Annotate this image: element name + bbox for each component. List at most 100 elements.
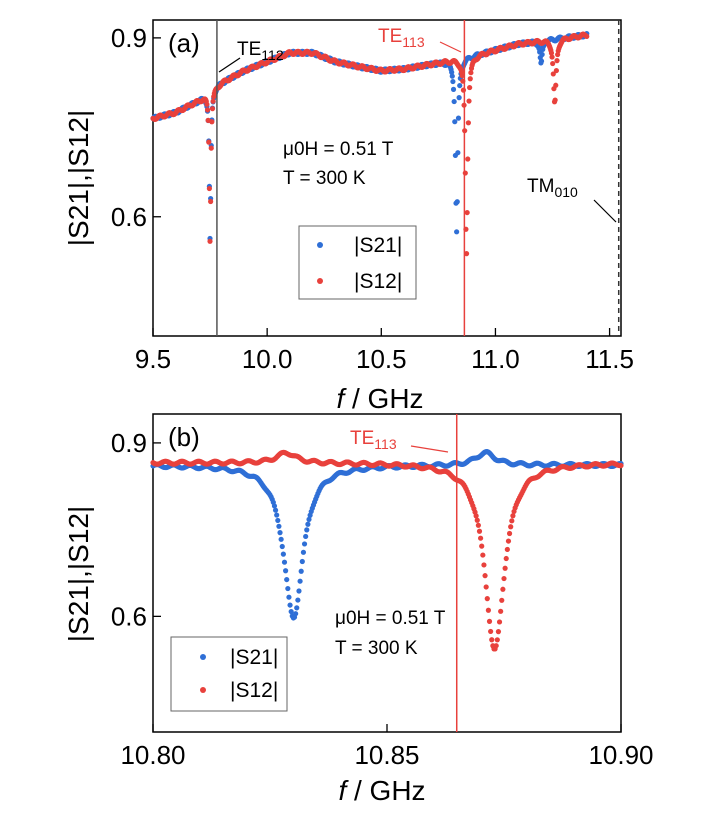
- data-point: [209, 106, 216, 112]
- data-point: [474, 517, 480, 523]
- te112-label: TE112: [237, 39, 284, 63]
- data-point: [210, 98, 216, 104]
- data-point: [505, 538, 512, 544]
- panel-b-legend-s12-label: |S12|: [230, 679, 278, 702]
- te113-leader-b: [410, 445, 449, 453]
- te113-leader-a: [439, 41, 462, 53]
- data-point: [285, 585, 291, 592]
- data-point: [207, 238, 213, 244]
- x-tick-label: 11.5: [585, 344, 634, 374]
- data-point: [208, 198, 214, 205]
- data-point: [275, 517, 281, 524]
- te112-leader: [218, 57, 241, 73]
- data-point: [549, 54, 555, 60]
- data-point: [204, 101, 210, 107]
- data-point: [206, 185, 212, 192]
- y-tick-label: 0.9: [111, 428, 147, 458]
- panel-a-legend-s21-marker: [317, 242, 323, 248]
- data-point: [483, 584, 489, 590]
- data-point: [449, 73, 455, 79]
- data-point: [503, 555, 509, 562]
- panel-b: 10.80 10.85 10.90 0.6 0.9 (b) TE113 μ0H = 0.…: [63, 413, 654, 806]
- y-tick-label: 0.6: [111, 202, 147, 232]
- data-point: [271, 503, 278, 509]
- data-point: [449, 69, 455, 75]
- data-point: [288, 608, 294, 615]
- panel-a-xlabel: f / GHz: [336, 383, 423, 414]
- data-point: [508, 524, 514, 530]
- data-point: [301, 541, 308, 547]
- panel-b-ticks: 10.80 10.85 10.90 0.6 0.9: [111, 428, 654, 770]
- x-tick-label: 9.5: [135, 344, 171, 374]
- data-point: [550, 60, 556, 67]
- panel-b-temp-annotation: T = 300 K: [335, 638, 418, 659]
- data-point: [493, 643, 499, 649]
- data-point: [306, 516, 312, 523]
- data-point: [475, 522, 481, 528]
- data-point: [297, 578, 303, 584]
- data-point: [488, 628, 494, 635]
- data-point: [463, 251, 470, 257]
- data-point: [554, 58, 560, 64]
- data-point: [538, 58, 545, 64]
- data-point: [305, 521, 311, 527]
- panel-a-ylabel: |S21|,|S12|: [63, 110, 94, 247]
- data-point: [272, 507, 279, 513]
- data-point: [465, 156, 471, 162]
- panel-b-data-points: [150, 449, 624, 652]
- data-point: [451, 98, 457, 105]
- panel-b-legend-s21-label: |S21|: [230, 646, 278, 669]
- y-tick-label: 0.6: [111, 601, 147, 631]
- data-point: [462, 170, 468, 176]
- panel-a-legend-s21-label: |S21|: [354, 234, 402, 257]
- x-tick-label: 10.85: [354, 740, 419, 770]
- panel-b-field-annotation: μ0H = 0.51 T: [335, 608, 446, 629]
- data-point: [481, 562, 487, 568]
- panel-b-legend: |S21| |S12|: [170, 636, 288, 712]
- panel-a-legend-s12-marker: [317, 278, 323, 284]
- panel-a-legend: |S21| |S12|: [298, 225, 417, 300]
- x-tick-label: 10.90: [588, 740, 653, 770]
- y-tick-label: 0.9: [111, 23, 147, 53]
- data-point: [208, 145, 214, 151]
- panel-b-label: (b): [168, 422, 200, 452]
- data-point: [552, 97, 558, 103]
- data-point: [467, 84, 473, 91]
- data-point: [479, 543, 485, 549]
- data-point: [287, 602, 293, 608]
- data-point: [204, 107, 211, 113]
- te113-label-a: TE113: [378, 26, 425, 50]
- data-point: [294, 605, 300, 611]
- data-point: [478, 535, 484, 541]
- data-point: [274, 512, 280, 518]
- data-point: [473, 513, 479, 519]
- data-point: [280, 551, 286, 557]
- data-point: [504, 546, 510, 553]
- data-point: [276, 523, 282, 529]
- panel-a-mode-lines: [216, 20, 620, 336]
- x-tick-label: 10.5: [356, 344, 407, 374]
- data-point: [209, 119, 215, 125]
- panel-b-legend-box: [170, 636, 288, 712]
- data-point: [467, 76, 473, 82]
- data-point: [482, 573, 488, 579]
- panel-b-legend-s21-marker: [200, 654, 206, 660]
- data-point: [455, 115, 462, 121]
- data-point: [494, 637, 500, 643]
- data-point: [550, 71, 556, 77]
- series-s12: [150, 449, 624, 652]
- data-point: [293, 611, 299, 617]
- panel-b-xlabel: f / GHz: [338, 775, 425, 806]
- data-point: [464, 209, 470, 216]
- data-point: [450, 78, 456, 85]
- panel-b-legend-s12-marker: [200, 687, 206, 693]
- data-point: [299, 558, 305, 565]
- data-point: [502, 565, 508, 571]
- data-point: [468, 70, 474, 76]
- panel-a-field-annotation: μ0H = 0.51 T: [283, 139, 394, 160]
- data-point: [499, 597, 505, 603]
- data-point: [465, 120, 471, 126]
- data-point: [279, 543, 285, 550]
- data-point: [618, 462, 624, 469]
